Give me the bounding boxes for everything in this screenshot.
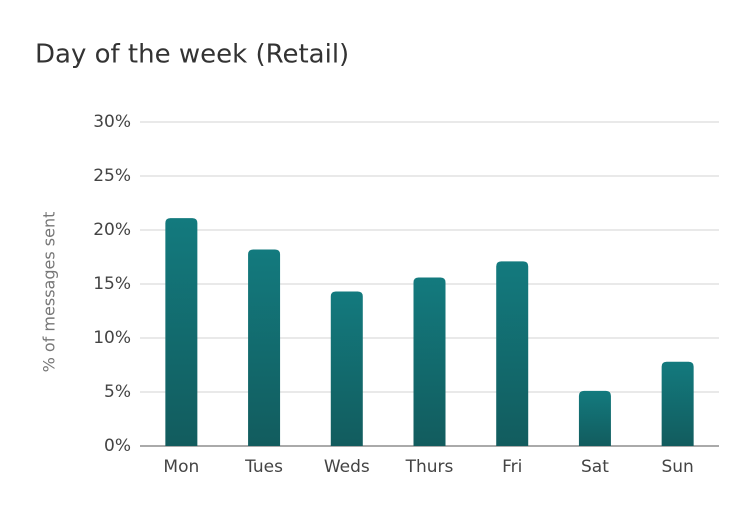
chart-title: Day of the week (Retail) <box>35 40 349 70</box>
x-tick-label: Sat <box>581 457 609 477</box>
bar <box>330 291 363 446</box>
bar <box>165 218 198 446</box>
x-tick-label: Mon <box>163 457 199 477</box>
bar <box>496 261 529 446</box>
bar <box>248 249 281 446</box>
x-tick-label: Sun <box>661 457 693 477</box>
x-tick-label: Thurs <box>405 457 454 477</box>
bar <box>413 277 446 446</box>
x-tick-label: Fri <box>502 457 522 477</box>
bar <box>661 361 694 446</box>
x-tick-label: Weds <box>324 457 370 477</box>
y-tick-label: 0% <box>104 436 131 456</box>
y-tick-label: 10% <box>93 328 131 348</box>
y-tick-label: 5% <box>104 382 131 402</box>
y-tick-label: 30% <box>93 112 131 132</box>
bar <box>578 390 611 446</box>
x-tick-label: Tues <box>244 457 283 477</box>
y-tick-label: 15% <box>93 274 131 294</box>
y-axis-label: % of messages sent <box>40 212 59 373</box>
y-tick-label: 25% <box>93 166 131 186</box>
y-tick-label: 20% <box>93 220 131 240</box>
